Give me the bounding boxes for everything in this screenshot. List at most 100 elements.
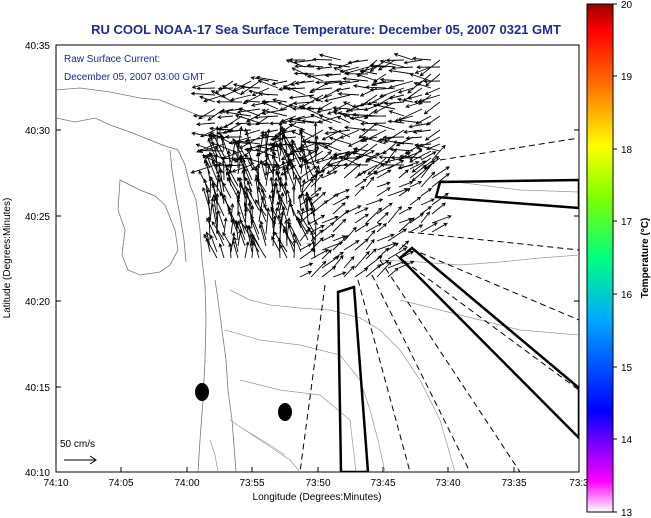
current-vector xyxy=(321,142,342,152)
current-vector xyxy=(236,108,261,114)
current-vector xyxy=(247,201,253,229)
current-vector xyxy=(360,128,377,132)
current-vector xyxy=(288,161,302,187)
current-vector xyxy=(313,220,318,247)
current-vector xyxy=(420,211,431,224)
current-vector xyxy=(215,145,225,163)
coastline xyxy=(56,87,237,472)
current-vector xyxy=(196,86,216,91)
current-vector xyxy=(246,147,253,163)
current-vector xyxy=(431,166,450,179)
map-title: RU COOL NOAA-17 Sea Surface Temperature:… xyxy=(91,22,561,37)
current-vector xyxy=(327,62,351,68)
shipping-lanes xyxy=(336,178,579,472)
current-vector xyxy=(398,151,411,161)
current-vector xyxy=(329,150,351,159)
current-vector xyxy=(354,178,368,188)
current-vector xyxy=(222,182,232,199)
current-vector xyxy=(251,241,256,259)
current-vector xyxy=(425,73,441,87)
current-vector xyxy=(365,223,383,233)
current-vector xyxy=(233,149,246,169)
current-vector xyxy=(240,85,261,90)
current-vector xyxy=(316,108,333,114)
current-vector xyxy=(235,121,252,126)
current-vector xyxy=(393,52,414,61)
current-vector xyxy=(398,161,420,170)
current-vector xyxy=(376,233,395,242)
current-vector xyxy=(334,87,351,93)
current-vector xyxy=(228,169,239,187)
current-vector xyxy=(408,122,432,129)
current-vector xyxy=(413,100,431,104)
plot-area xyxy=(55,44,580,473)
current-vector xyxy=(231,240,239,259)
x-axis-title: Longitude (Degrees:Minutes) xyxy=(253,492,382,503)
current-vector xyxy=(321,241,344,251)
colorbar-tick-label: 19 xyxy=(621,72,633,83)
current-vector xyxy=(409,164,427,179)
current-vector xyxy=(217,177,225,205)
current-vector xyxy=(259,159,267,181)
current-vector xyxy=(250,76,270,82)
current-vector xyxy=(409,181,423,188)
current-vector xyxy=(420,198,435,206)
current-vector xyxy=(285,165,295,187)
current-vector xyxy=(291,185,296,205)
current-vector xyxy=(250,101,270,107)
current-vector xyxy=(234,114,261,124)
current-vector xyxy=(299,178,314,197)
current-vector xyxy=(233,236,239,253)
current-vector xyxy=(246,187,260,211)
current-vector xyxy=(270,207,275,229)
current-vector xyxy=(265,164,271,187)
current-vector xyxy=(291,67,306,75)
current-vector xyxy=(277,101,297,110)
current-vector xyxy=(431,173,450,188)
current-vector xyxy=(246,122,270,127)
current-vector xyxy=(258,223,267,247)
colorbar-tick-label: 15 xyxy=(621,363,633,374)
current-vector xyxy=(288,103,306,110)
current-vector xyxy=(191,80,216,89)
current-vector xyxy=(397,97,414,103)
current-vector xyxy=(321,234,336,242)
current-vector xyxy=(398,207,413,215)
current-vector xyxy=(314,145,320,163)
current-vector xyxy=(302,157,309,181)
current-vector xyxy=(354,213,370,224)
current-vector xyxy=(363,114,387,119)
current-vector xyxy=(338,80,360,86)
current-vector xyxy=(299,208,316,224)
current-vector xyxy=(343,163,362,179)
current-vector xyxy=(412,129,432,134)
current-vector xyxy=(305,139,333,145)
current-vector xyxy=(321,154,338,170)
current-vector xyxy=(198,170,211,193)
current-vector xyxy=(226,149,232,175)
current-vector xyxy=(292,101,315,106)
current-vector xyxy=(280,244,288,259)
current-vector xyxy=(253,115,279,120)
current-vector xyxy=(276,189,288,211)
current-vector xyxy=(197,148,225,153)
current-vector xyxy=(308,95,324,103)
current-vector xyxy=(306,106,324,110)
current-vector xyxy=(388,147,414,152)
current-vector xyxy=(310,229,324,242)
current-vector xyxy=(321,249,332,260)
current-vector xyxy=(420,151,437,161)
current-vector xyxy=(336,116,351,124)
current-vector xyxy=(209,234,218,253)
current-vector xyxy=(299,166,317,179)
current-vector xyxy=(409,150,432,163)
x-tick-label: 73:3 xyxy=(569,478,589,489)
current-vector xyxy=(310,191,327,206)
current-vector xyxy=(411,164,432,182)
current-vector xyxy=(387,267,399,278)
current-vector xyxy=(300,207,305,223)
current-vector xyxy=(376,181,391,188)
current-vector xyxy=(272,182,277,199)
current-vector xyxy=(332,209,350,224)
current-vector xyxy=(431,222,448,233)
